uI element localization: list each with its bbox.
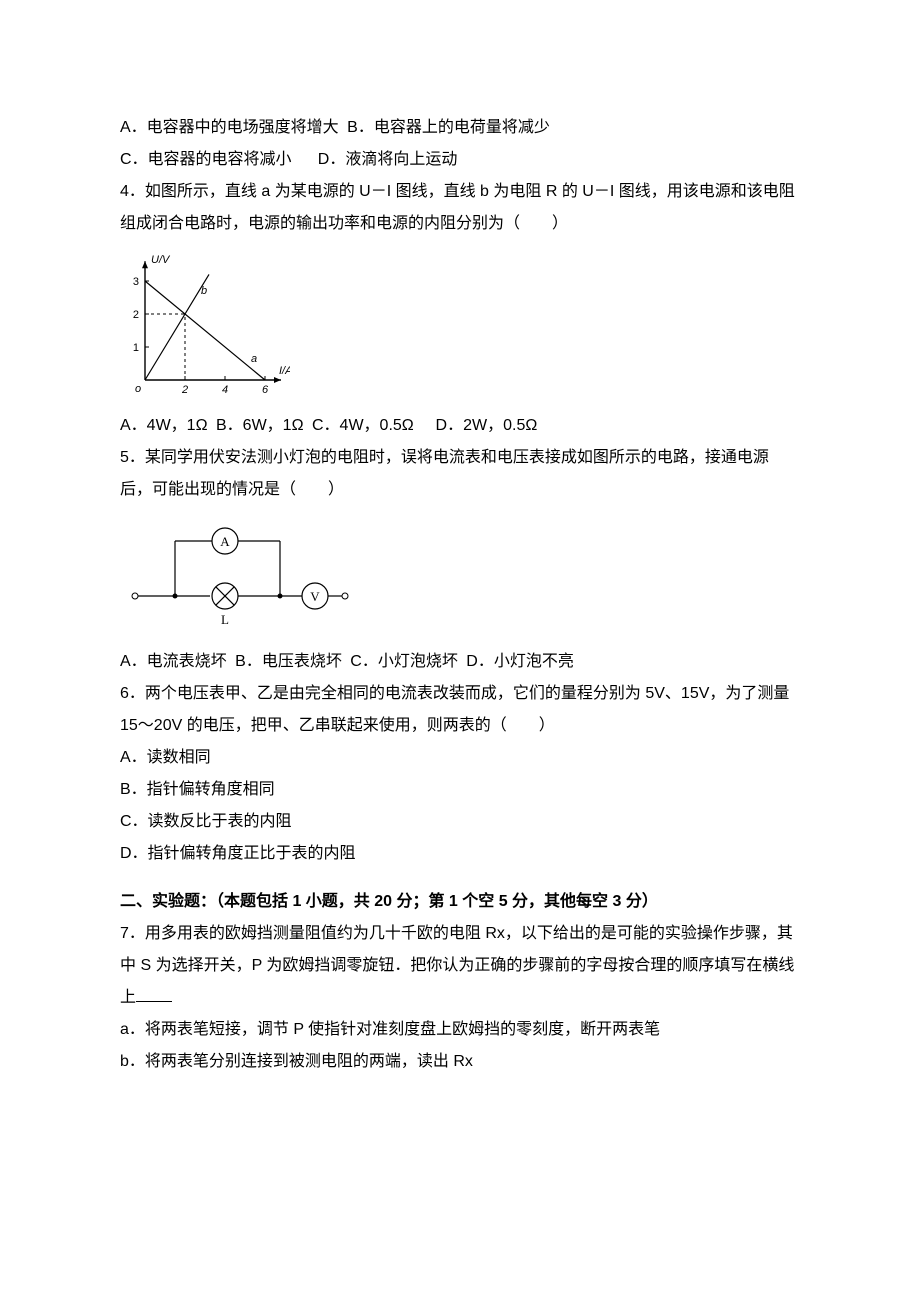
question-5-options: A．电流表烧坏 B．电压表烧坏 C．小灯泡烧坏 D．小灯泡不亮: [120, 646, 800, 678]
svg-text:2: 2: [181, 384, 188, 396]
q7-stem-text: 7．用多用表的欧姆挡测量阻值约为几十千欧的电阻 Rx，以下给出的是可能的实验操作…: [120, 925, 794, 1006]
q5-option-b: B．电压表烧坏: [235, 653, 342, 670]
question-3-options: A．电容器中的电场强度将增大 B．电容器上的电荷量将减少: [120, 112, 800, 144]
svg-text:4: 4: [222, 384, 228, 396]
svg-text:I/A: I/A: [279, 365, 290, 377]
spacer: [120, 870, 800, 886]
svg-text:U/V: U/V: [151, 254, 171, 266]
svg-text:a: a: [251, 353, 257, 365]
q3-option-a: A．电容器中的电场强度将增大: [120, 119, 339, 136]
q7-step-a: a．将两表笔短接，调节 P 使指针对准刻度盘上欧姆挡的零刻度，断开两表笔: [120, 1014, 800, 1046]
question-4-options: A．4W，1Ω B．6W，1Ω C．4W，0.5Ω D．2W，0.5Ω: [120, 410, 800, 442]
svg-text:2: 2: [133, 309, 139, 321]
q6-option-a: A．读数相同: [120, 742, 800, 774]
q3-option-d: D．液滴将向上运动: [318, 151, 458, 168]
q6-option-c: C．读数反比于表的内阻: [120, 806, 800, 838]
svg-text:3: 3: [133, 276, 139, 288]
svg-text:b: b: [201, 285, 207, 297]
question-4-stem: 4．如图所示，直线 a 为某电源的 U－I 图线，直线 b 为电阻 R 的 U－…: [120, 176, 800, 240]
svg-text:A: A: [220, 534, 230, 549]
q3-option-c: C．电容器的电容将减小: [120, 151, 292, 168]
svg-text:V: V: [310, 589, 320, 604]
question-3-options-cd: C．电容器的电容将减小 D．液滴将向上运动: [120, 144, 800, 176]
q7-blank: [136, 986, 172, 1002]
q5-circuit-diagram: L V A: [120, 516, 350, 636]
q6-option-d: D．指针偏转角度正比于表的内阻: [120, 838, 800, 870]
q4-option-b: B．6W，1Ω: [216, 417, 304, 434]
q6-option-b: B．指针偏转角度相同: [120, 774, 800, 806]
q3-option-b: B．电容器上的电荷量将减少: [347, 119, 550, 136]
q4-ui-graph: 2 4 6 1 2 3 o U/V I/A a b: [120, 250, 290, 400]
question-5-stem: 5．某同学用伏安法测小灯泡的电阻时，误将电流表和电压表接成如图所示的电路，接通电…: [120, 442, 800, 506]
svg-text:L: L: [221, 612, 229, 627]
q4-option-d: D．2W，0.5Ω: [436, 417, 538, 434]
q7-step-b: b．将两表笔分别连接到被测电阻的两端，读出 Rx: [120, 1046, 800, 1078]
q5-option-d: D．小灯泡不亮: [466, 653, 574, 670]
section-2-heading: 二、实验题：（本题包括 1 小题，共 20 分；第 1 个空 5 分，其他每空 …: [120, 886, 800, 918]
q4-option-c: C．4W，0.5Ω: [312, 417, 414, 434]
q5-option-a: A．电流表烧坏: [120, 653, 227, 670]
q4-option-a: A．4W，1Ω: [120, 417, 208, 434]
question-7-stem: 7．用多用表的欧姆挡测量阻值约为几十千欧的电阻 Rx，以下给出的是可能的实验操作…: [120, 918, 800, 1014]
svg-text:6: 6: [262, 384, 269, 396]
q5-option-c: C．小灯泡烧坏: [350, 653, 458, 670]
svg-text:1: 1: [133, 342, 139, 354]
svg-text:o: o: [135, 383, 141, 395]
question-6-stem: 6．两个电压表甲、乙是由完全相同的电流表改装而成，它们的量程分别为 5V、15V…: [120, 678, 800, 742]
